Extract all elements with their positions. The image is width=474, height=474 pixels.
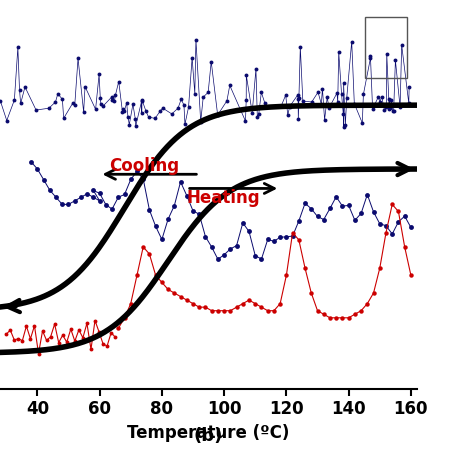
Bar [365,17,407,78]
Text: Cooling: Cooling [109,157,179,175]
X-axis label: Temperature (ºC): Temperature (ºC) [128,424,290,442]
Text: Heating: Heating [187,189,260,207]
Text: (b): (b) [194,427,223,445]
